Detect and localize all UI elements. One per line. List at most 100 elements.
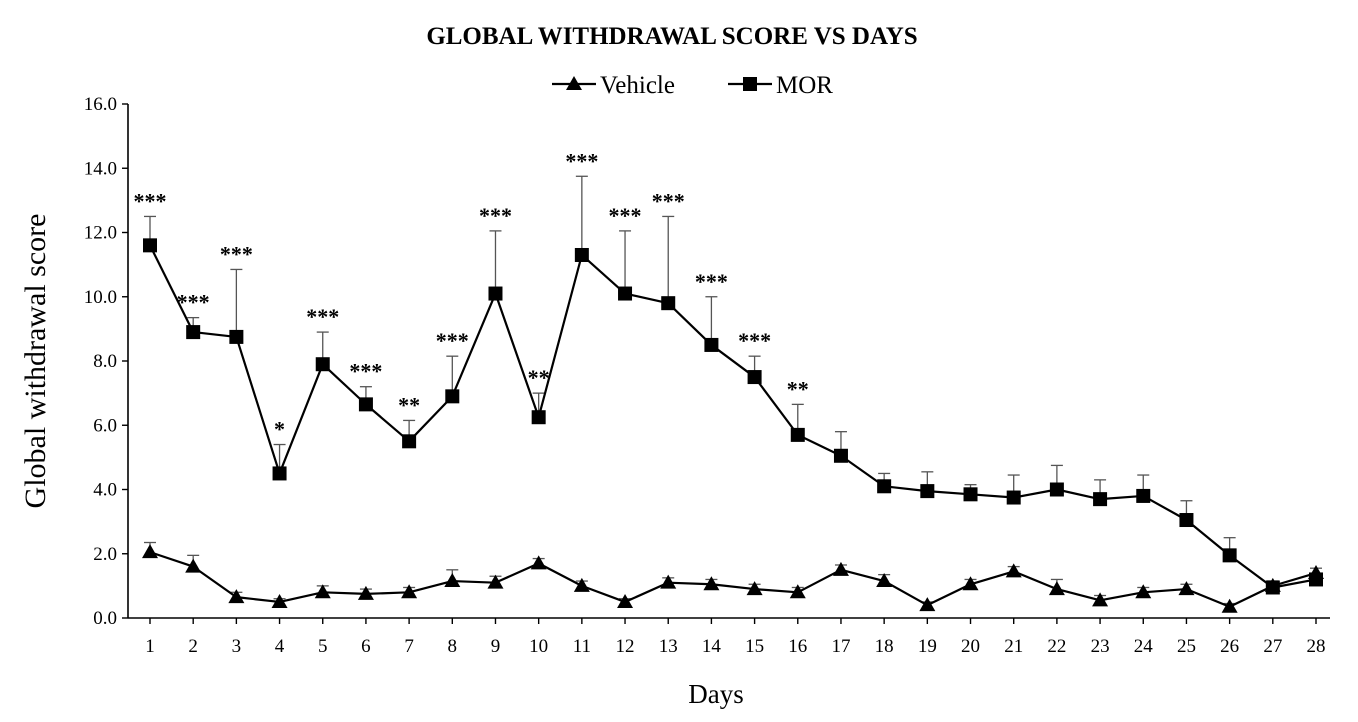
vehicle-point [142,544,158,559]
significance-label: *** [652,188,685,213]
significance-label: *** [436,328,469,353]
mor-point [488,286,503,301]
axes [127,104,1330,619]
significance-label: *** [565,148,598,173]
mor-point [1006,490,1021,505]
x-tick-label: 20 [961,636,980,657]
vehicle-point [746,581,763,596]
significance-label: *** [134,188,167,213]
x-tick-label: 27 [1263,636,1282,657]
legend-item-vehicle: Vehicle [552,72,675,99]
x-tick-label: 22 [1047,636,1066,657]
x-tick-label: 6 [361,636,371,657]
vehicle-point [832,561,849,576]
mor-point [445,389,460,404]
x-tick-label: 14 [702,636,722,657]
x-tick-label: 21 [1004,636,1023,657]
vehicle-point [1092,592,1109,607]
significance-label: *** [738,328,771,353]
mor-point [920,484,935,499]
y-ticks: 0.0 2.0 4.0 6.0 8.0 10.0 12.0 14.0 16.0 [84,94,128,629]
mor-point [1265,580,1280,595]
y-tick-label: 4.0 [93,480,117,501]
significance-label: *** [220,241,253,266]
vehicle-series-line [149,551,1317,608]
x-tick-label: 1 [145,636,155,657]
y-tick-label: 12.0 [84,223,117,244]
vehicle-point [530,555,547,570]
x-ticks: 1 2 3 4 5 6 7 8 9 10 11 12 13 14 15 16 17 18 19 20 21 22 23 24 2… [145,618,1326,657]
mor-point [229,329,244,344]
x-tick-label: 23 [1091,636,1110,657]
vehicle-point [573,577,590,592]
y-tick-label: 6.0 [93,415,117,436]
x-tick-label: 5 [318,636,328,657]
mor-point [143,238,157,253]
vehicle-point [228,589,245,604]
mor-point [747,370,762,385]
x-tick-label: 28 [1307,636,1326,657]
y-tick-label: 0.0 [93,608,117,629]
mor-point [1222,548,1237,563]
vehicle-point [314,584,331,599]
significance-label: * [274,417,285,442]
vehicle-point [357,585,374,600]
legend-triangle-marker [566,76,582,90]
vehicle-point [1221,598,1238,613]
mor-point [574,247,589,262]
vehicle-point [1005,563,1022,578]
y-axis-label: Global withdrawal score [19,214,52,509]
vehicle-point [789,584,806,599]
chart-title: GLOBAL WITHDRAWAL SCORE VS DAYS [426,23,917,50]
x-axis-label: Days [688,679,744,709]
x-tick-label: 15 [745,636,764,657]
mor-point [358,397,373,412]
x-tick-label: 8 [448,636,458,657]
x-tick-label: 3 [232,636,242,657]
x-tick-label: 10 [529,636,548,657]
mor-point [704,337,719,352]
x-tick-label: 26 [1220,636,1239,657]
significance-label: *** [695,269,728,294]
vehicle-point [1048,581,1065,596]
x-tick-label: 12 [616,636,635,657]
x-tick-label: 2 [188,636,198,657]
mor-point [272,466,287,481]
legend-label-mor: MOR [776,72,833,99]
x-tick-label: 18 [875,636,894,657]
x-tick-label: 13 [659,636,678,657]
mor-series-line [149,244,1317,589]
mor-point [402,434,417,449]
legend: Vehicle MOR [552,72,833,99]
significance-labels: ****************************************… [134,148,809,441]
legend-item-mor: MOR [728,72,833,99]
significance-label: *** [349,359,382,384]
x-tick-label: 19 [918,636,937,657]
vehicle-point [876,573,893,588]
series-lines [149,244,1317,608]
legend-label-vehicle: Vehicle [600,72,675,99]
x-tick-label: 9 [491,636,501,657]
vehicle-point [1135,584,1152,599]
vehicle-point [660,574,677,589]
mor-point [1136,488,1151,503]
x-tick-label: 11 [573,636,591,657]
vehicle-point [1178,581,1195,596]
mor-point [963,487,978,502]
x-tick-label: 25 [1177,636,1196,657]
mor-point [618,286,633,301]
significance-label: *** [609,203,642,228]
vehicle-point [919,597,936,612]
vehicle-point [271,593,288,608]
error-bars [144,175,1322,607]
significance-label: ** [398,392,420,417]
mor-point [531,410,546,425]
mor-point [833,448,848,463]
markers [142,238,1324,613]
x-tick-label: 4 [275,636,285,657]
mor-point [1309,572,1323,587]
significance-label: *** [306,304,339,329]
mor-point [877,479,892,494]
mor-point [1049,482,1064,497]
